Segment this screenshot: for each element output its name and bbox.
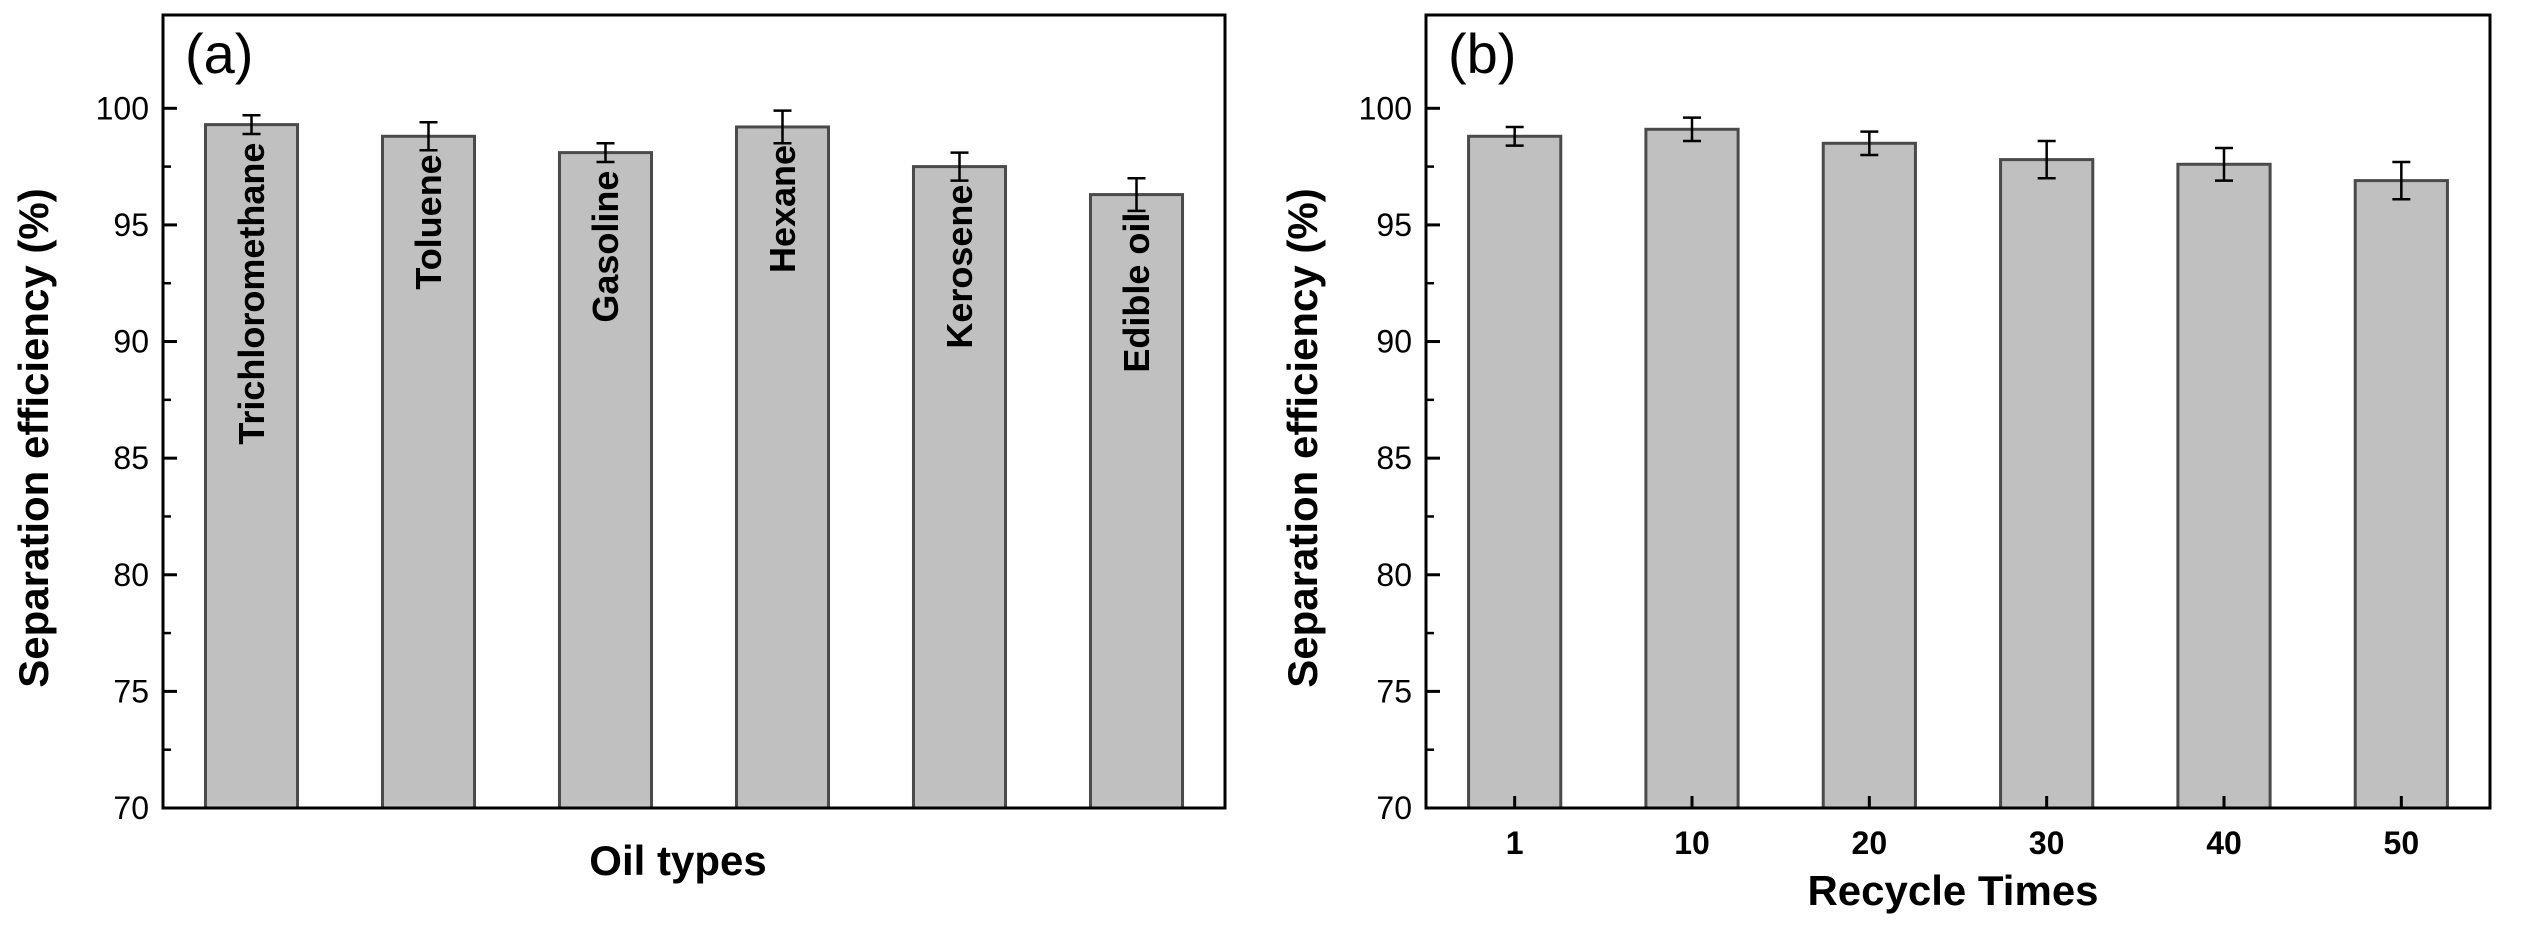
panel-a-bar-label-5: Edible oil (1116, 213, 1157, 373)
panel-a-bar-label-1: Toluene (408, 154, 449, 289)
panel-a: (a) Separation efficiency (%) Oil types … (10, 13, 1227, 884)
panel-a-bar-0 (203, 123, 300, 810)
panel-b-bar-2 (1821, 141, 1917, 810)
panel-b-y-tick-label-6: 100 (1359, 90, 1412, 126)
panel-b-x-tick-label-0: 1 (1506, 825, 1524, 861)
panel-b-x-tick-label-4: 40 (2206, 825, 2242, 861)
panel-b-y-tick-label-2: 80 (1376, 557, 1412, 593)
panel-b-y-tick-label-1: 75 (1376, 673, 1412, 709)
panel-b-bar-0 (1467, 134, 1563, 810)
panel-a-bar-label-2: Gasoline (585, 171, 626, 323)
panel-a-x-axis-title: Oil types (589, 837, 766, 884)
panel-a-bar-label-3: Hexane (762, 145, 803, 273)
panel-b-x-tick-label-2: 20 (1852, 825, 1888, 861)
panel-b: (b) Separation efficiency (%) Recycle Ti… (1279, 13, 2492, 914)
panel-a-y-axis-title: Separation efficiency (%) (10, 188, 57, 687)
panel-b-plot-frame (1424, 13, 2492, 810)
panel-b-y-tick-label-0: 70 (1376, 790, 1412, 826)
panel-a-bar-label-0: Trichloromethane (231, 143, 272, 445)
panel-b-bar-3 (1999, 158, 2095, 810)
panel-a-y-tick-label-5: 95 (113, 207, 149, 243)
panel-b-y-tick-label-5: 95 (1376, 207, 1412, 243)
panel-b-bar-4 (2176, 162, 2272, 810)
panel-a-y-tick-label-3: 85 (113, 440, 149, 476)
panel-a-label: (a) (185, 22, 253, 85)
panel-a-plot-frame (161, 13, 1227, 810)
panel-b-y-axis-title: Separation efficiency (%) (1279, 188, 1326, 687)
panel-a-y-tick-label-1: 75 (113, 673, 149, 709)
panel-b-y-tick-label-4: 90 (1376, 324, 1412, 360)
panel-b-x-axis-title: Recycle Times (1807, 867, 2098, 914)
panel-a-y-tick-label-2: 80 (113, 557, 149, 593)
panel-a-bar-label-4: Kerosene (939, 185, 980, 349)
panel-b-bar-1 (1644, 127, 1740, 810)
panel-b-bar-5 (2353, 179, 2449, 810)
panel-a-bar-2 (557, 151, 654, 810)
panel-a-y-tick-label-4: 90 (113, 324, 149, 360)
panel-b-y-tick-label-3: 85 (1376, 440, 1412, 476)
panel-b-x-tick-label-3: 30 (2029, 825, 2065, 861)
panel-b-x-tick-label-5: 50 (2384, 825, 2420, 861)
panel-a-y-tick-label-6: 100 (96, 90, 149, 126)
panel-a-y-tick-label-0: 70 (113, 790, 149, 826)
panel-b-label: (b) (1448, 22, 1516, 85)
panel-b-x-tick-label-1: 10 (1674, 825, 1710, 861)
